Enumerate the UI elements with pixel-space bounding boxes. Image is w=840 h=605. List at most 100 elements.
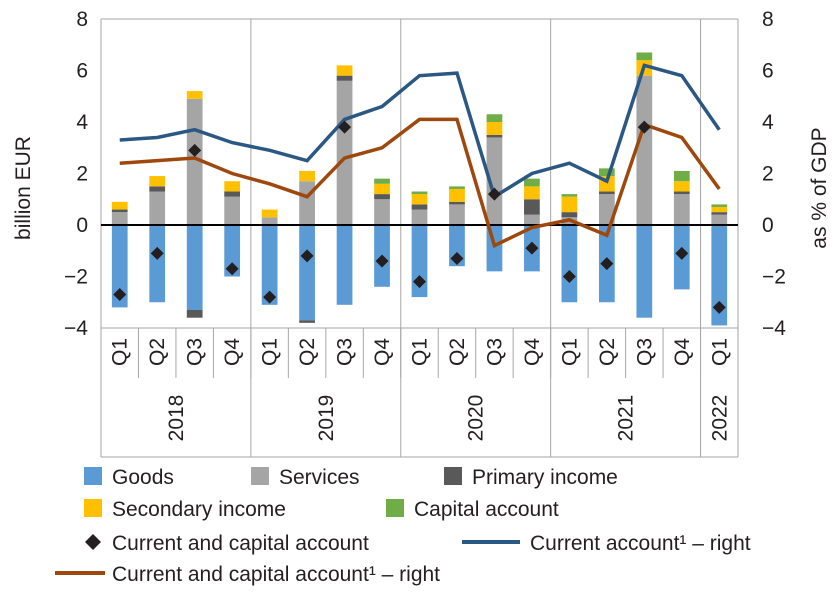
y-left-tick-label: 0 [76, 214, 88, 237]
x-tick-label-quarter: Q2 [296, 338, 319, 366]
y-axis-left-title: billion EUR [12, 136, 35, 240]
marker-current-and-capital-account [338, 120, 352, 134]
bar-primary-income [336, 75, 353, 81]
bar-services [374, 199, 390, 225]
bar-goods [636, 225, 653, 318]
bar-services [486, 137, 503, 225]
bar-services [711, 214, 728, 225]
bar-primary-income [111, 209, 128, 213]
legend-label-goods: Goods [112, 466, 174, 489]
bar-primary-income [149, 186, 166, 192]
bar-services [598, 194, 615, 225]
bar-services [224, 196, 241, 225]
bar-primary-income [186, 309, 203, 318]
bar-services [411, 209, 428, 225]
x-tick-label-year: 2018 [165, 395, 188, 442]
plot-frame [100, 18, 739, 458]
x-tick-label-quarter: Q3 [334, 338, 357, 366]
bar-capital-account [374, 178, 390, 184]
bar-secondary-income [411, 194, 428, 205]
bar-goods [261, 225, 278, 305]
x-tick-label-quarter: Q1 [708, 338, 731, 366]
x-tick-label-quarter: Q1 [109, 338, 132, 366]
bar-goods [336, 225, 353, 305]
marker-current-and-capital-account [375, 254, 389, 268]
bar-capital-account [598, 168, 615, 177]
bar-secondary-income [111, 201, 128, 210]
bar-secondary-income [149, 176, 166, 187]
legend-swatch-secondary-income [84, 499, 102, 517]
bar-capital-account [561, 194, 578, 197]
bar-capital-account [449, 186, 465, 189]
x-tick-label-year: 2020 [465, 395, 488, 442]
bar-primary-income [673, 191, 690, 195]
bar-services [111, 212, 128, 226]
axis-ticks: 8 8 6 6 4 4 2 2 0 0 −2 −2 −4 −4 [64, 8, 786, 340]
bar-goods [411, 225, 428, 298]
y-left-tick-label: 2 [76, 163, 88, 186]
marker-current-and-capital-account [712, 300, 726, 314]
bar-secondary-income [224, 181, 241, 192]
bar-goods [449, 225, 465, 267]
y-right-tick-label: 0 [762, 214, 774, 237]
legend: Goods Services Primary income Secondary … [55, 466, 751, 586]
bar-primary-income [224, 191, 241, 197]
legend-label-current-and-capital-account-right: Current and capital account¹ – right [112, 563, 440, 586]
bar-primary-income [524, 199, 540, 215]
bar-primary-income [486, 134, 503, 138]
y-left-tick-label: 8 [76, 8, 88, 31]
marker-current-and-capital-account [525, 241, 539, 255]
y-right-tick-label: 2 [762, 163, 774, 186]
bar-primary-income [411, 204, 428, 210]
y-right-tick-label: 4 [762, 111, 774, 134]
bar-goods [299, 225, 315, 321]
bar-goods [149, 225, 166, 303]
legend-label-current-and-capital-account: Current and capital account [112, 532, 369, 555]
bar-goods [561, 225, 578, 303]
y-right-tick-label: 8 [762, 8, 774, 31]
bar-secondary-income [673, 181, 690, 192]
line-layer [119, 63, 721, 249]
x-tick-label-quarter: Q3 [184, 338, 207, 366]
bar-services [673, 194, 690, 225]
bar-goods [224, 225, 241, 277]
bar-primary-income [449, 201, 465, 205]
marker-current-and-capital-account [150, 246, 164, 260]
bar-secondary-income [374, 183, 390, 195]
y-right-tick-label: −4 [762, 317, 786, 340]
y-left-tick-label: −4 [64, 317, 88, 340]
x-tick-label-quarter: Q1 [259, 338, 282, 366]
bar-primary-income [561, 212, 578, 218]
line-current-account-right [119, 63, 721, 200]
line-current-and-capital-account-right [119, 117, 721, 249]
bar-secondary-income [186, 91, 203, 99]
legend-marker-current-and-capital-account [85, 534, 101, 550]
bar-capital-account [411, 191, 428, 195]
x-tick-label-quarter: Q1 [409, 338, 432, 366]
bar-secondary-income [524, 186, 540, 200]
marker-current-and-capital-account [113, 288, 127, 302]
x-tick-label-quarter: Q2 [146, 338, 169, 366]
legend-swatch-goods [84, 467, 102, 485]
y-left-tick-label: −2 [64, 266, 88, 289]
category-labels: Q1 Q2 Q3 Q4 Q1 Q2 Q3 Q4 Q1 Q2 Q3 Q4 Q1 Q2 Q3 Q4 Q1 2018 20… [109, 338, 732, 442]
bar-secondary-income [261, 209, 278, 218]
bar-capital-account [524, 178, 540, 187]
x-tick-label-quarter: Q4 [671, 338, 694, 366]
marker-current-and-capital-account [450, 251, 464, 265]
y-left-tick-label: 6 [76, 60, 88, 83]
bar-secondary-income [486, 122, 503, 135]
bar-capital-account [673, 170, 690, 182]
marker-current-and-capital-account [487, 187, 501, 201]
bar-primary-income [299, 320, 315, 323]
x-tick-label-quarter: Q1 [558, 338, 581, 366]
y-right-tick-label: −2 [762, 266, 786, 289]
legend-label-current-account-right: Current account¹ – right [530, 532, 751, 555]
marker-current-and-capital-account [225, 262, 239, 276]
marker-current-and-capital-account [413, 275, 426, 289]
x-tick-label-quarter: Q3 [483, 338, 506, 366]
bar-capital-account [486, 114, 503, 122]
legend-label-capital-account: Capital account [414, 498, 559, 521]
bar-capital-account [636, 52, 653, 61]
bar-services [636, 75, 653, 226]
